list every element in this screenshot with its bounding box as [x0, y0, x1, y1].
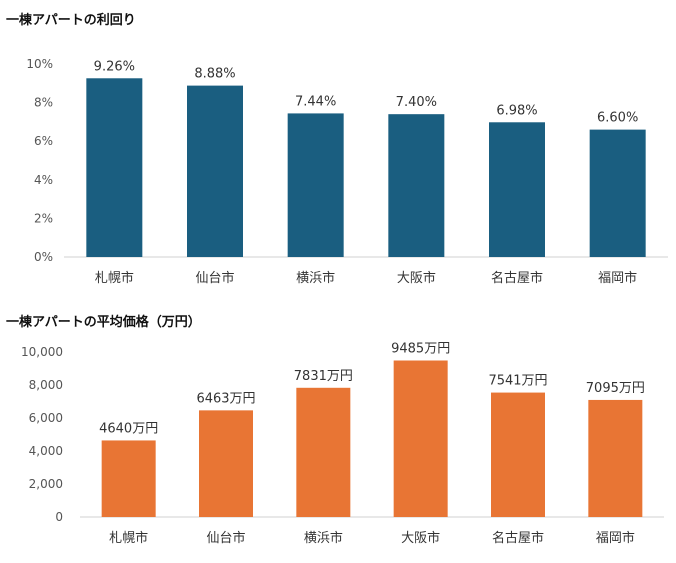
data-label: 7095万円 [586, 381, 645, 396]
y-tick-label: 8% [34, 96, 53, 110]
bar [287, 113, 344, 258]
data-label: 7831万円 [294, 369, 353, 384]
category-label: 仙台市 [195, 270, 234, 286]
bar [589, 129, 646, 257]
category-label: 大阪市 [397, 270, 436, 286]
bar [491, 392, 545, 517]
category-label: 福岡市 [598, 270, 637, 286]
data-label: 6463万円 [196, 391, 255, 406]
bar [199, 410, 253, 517]
bar [388, 114, 445, 258]
data-label: 9485万円 [391, 341, 450, 356]
y-tick-label: 4,000 [29, 444, 63, 458]
y-tick-label: 6% [34, 134, 53, 148]
category-label: 名古屋市 [492, 530, 544, 546]
y-tick-label: 10% [26, 57, 53, 71]
category-label: 福岡市 [596, 530, 635, 546]
yield-bar-chart: 0% 2% 4% 6% 8% 10% 9.26% 札幌市 8.88% 仙台市 7.44% 横浜市 7.4… [26, 57, 668, 286]
category-label: 横浜市 [304, 530, 343, 546]
category-label: 札幌市 [95, 270, 134, 286]
category-label: 札幌市 [109, 530, 148, 546]
chart-1-title: 一棟アパートの利回り [6, 13, 136, 28]
y-tick-label: 2% [34, 211, 53, 225]
data-label: 6.60% [597, 111, 638, 126]
category-label: 横浜市 [296, 270, 335, 286]
data-label: 4640万円 [99, 421, 158, 436]
chart-2-title: 一棟アパートの平均価格（万円） [6, 315, 201, 330]
bar [296, 387, 351, 517]
data-label: 7541万円 [488, 374, 547, 389]
bar [588, 399, 643, 517]
y-tick-label: 10,000 [21, 345, 63, 359]
bar [393, 360, 448, 517]
data-label: 8.88% [194, 67, 235, 82]
bar [489, 122, 545, 257]
data-label: 7.40% [396, 95, 437, 110]
category-label: 大阪市 [401, 530, 440, 546]
data-label: 9.26% [94, 59, 135, 74]
bar [101, 440, 156, 517]
y-tick-label: 6,000 [29, 411, 63, 425]
category-label: 名古屋市 [491, 270, 543, 286]
data-label: 6.98% [496, 103, 537, 118]
category-label: 仙台市 [206, 530, 245, 546]
y-tick-label: 2,000 [29, 477, 63, 491]
y-tick-label: 0% [34, 250, 53, 264]
bar [86, 78, 143, 257]
y-tick-label: 8,000 [29, 378, 63, 392]
y-tick-label: 4% [34, 173, 53, 187]
y-tick-label: 0 [55, 510, 63, 524]
bar [187, 85, 243, 257]
data-label: 7.44% [295, 94, 336, 109]
